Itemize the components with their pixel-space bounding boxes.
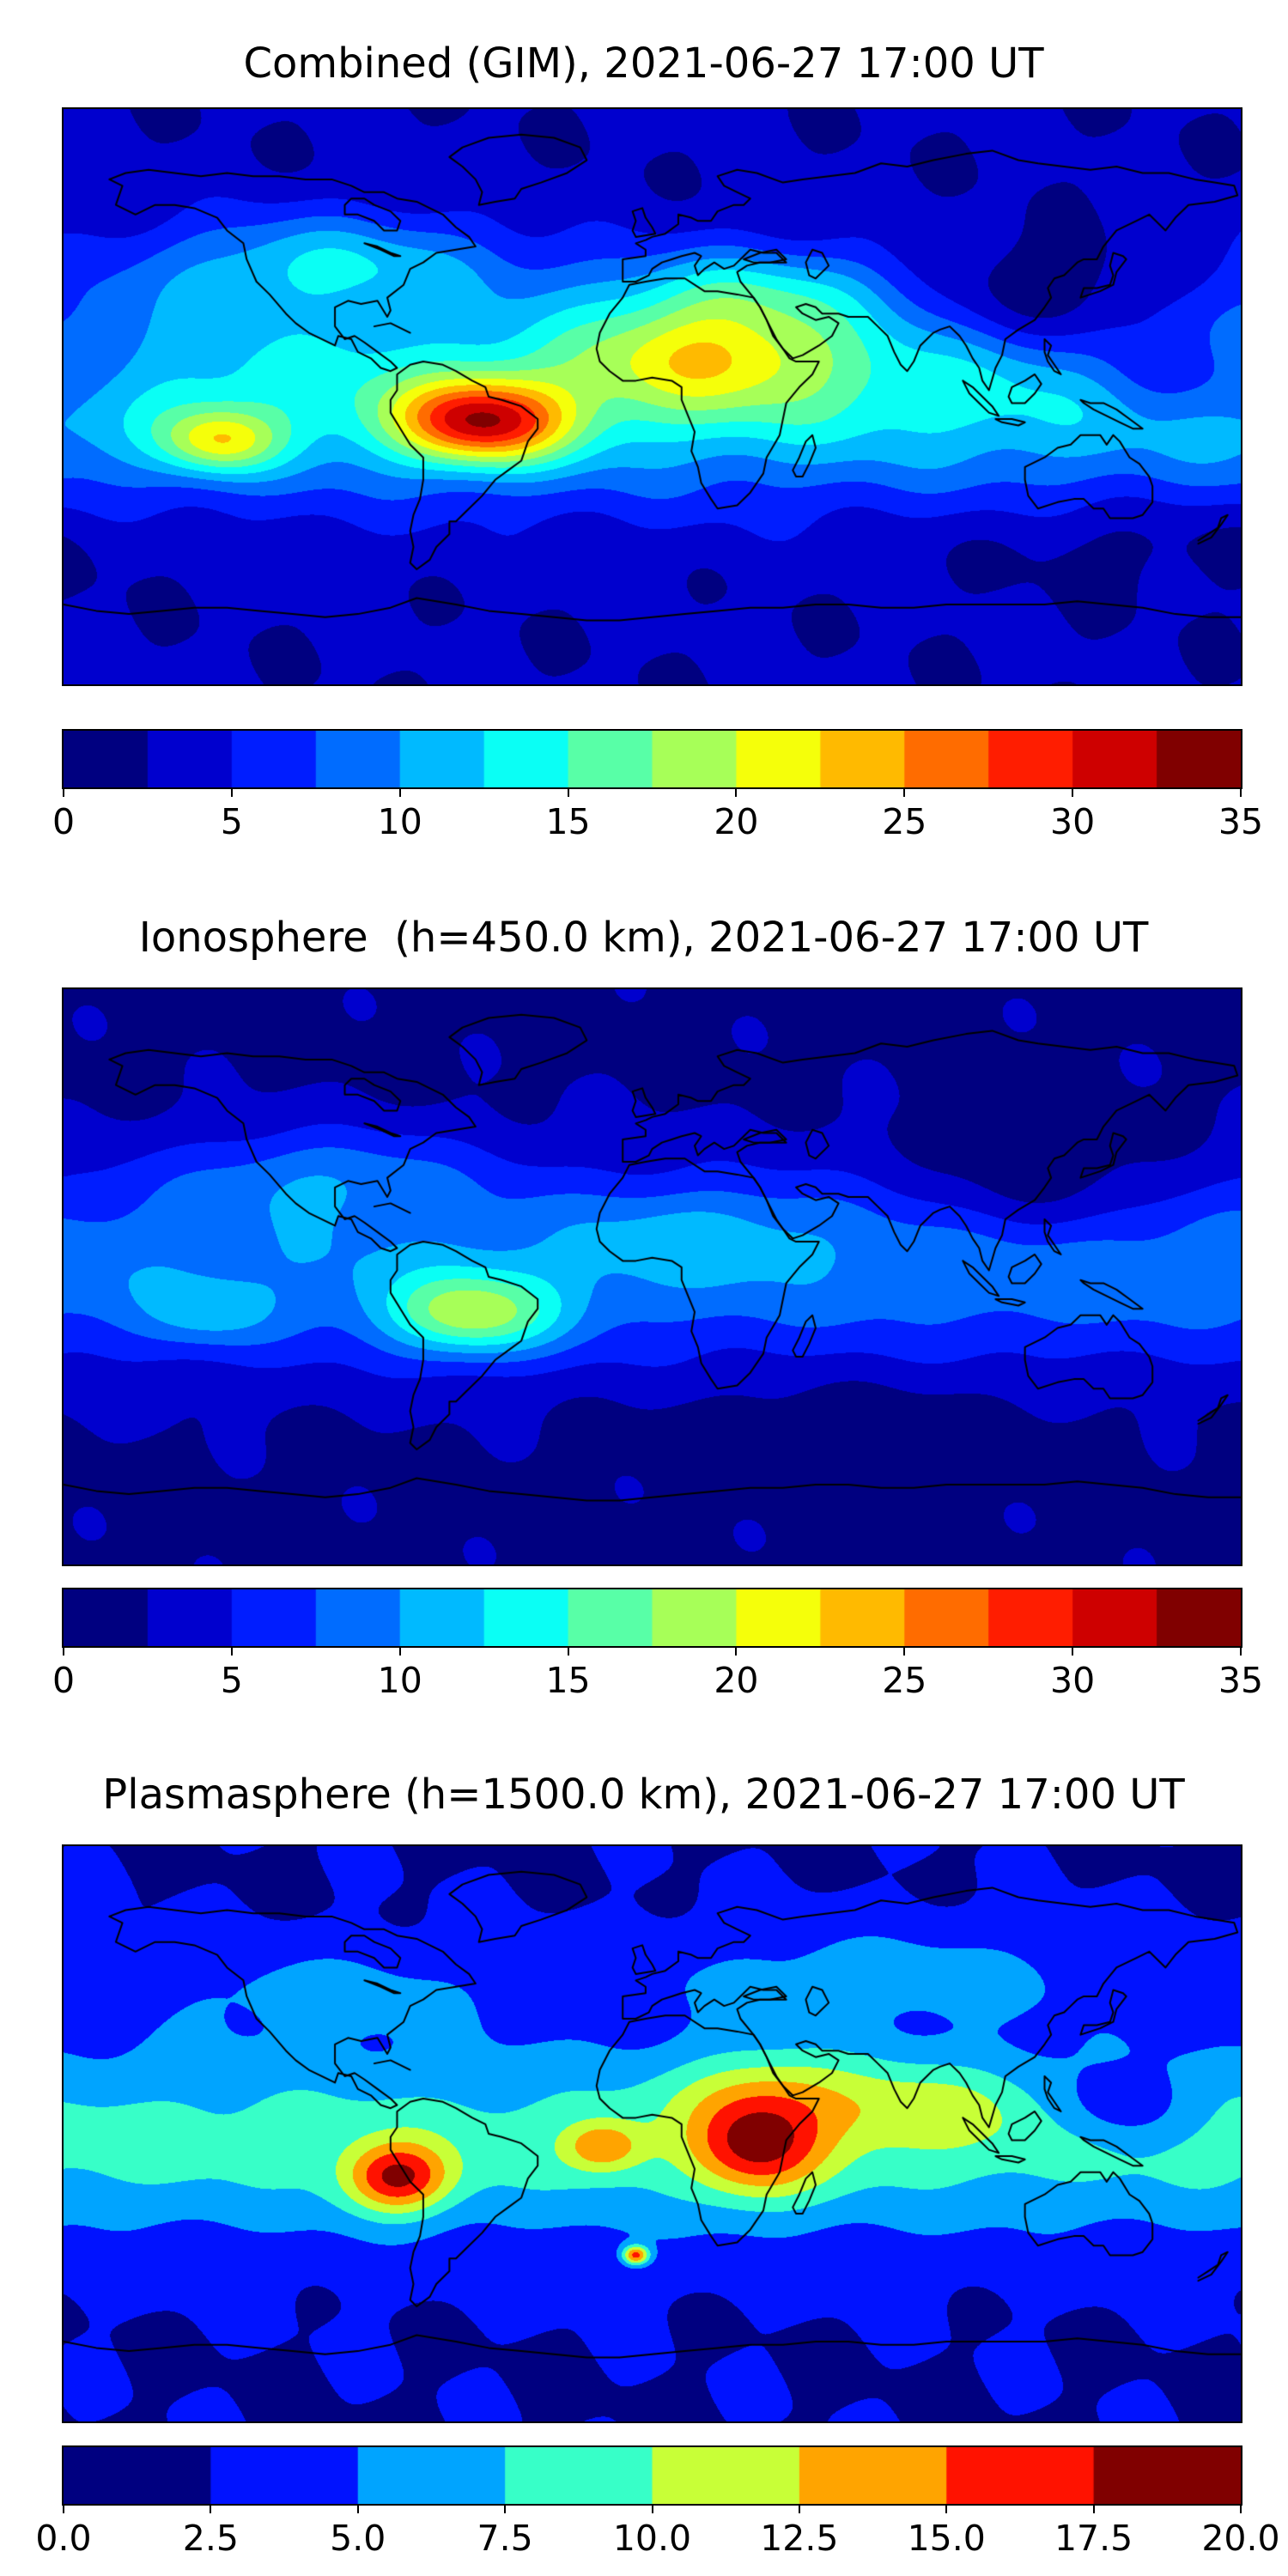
colorbar-tick xyxy=(356,2506,359,2513)
colorbar-tick-label: 35 xyxy=(1218,801,1264,842)
colorbar-tick-label: 5 xyxy=(220,801,243,842)
colorbar-tick-label: 17.5 xyxy=(1054,2518,1133,2559)
colorbar-tick xyxy=(398,789,401,797)
colorbar-tick xyxy=(63,2506,64,2513)
colorbar-tick xyxy=(567,1648,569,1656)
colorbar-tick xyxy=(735,789,738,797)
colorbar-tick xyxy=(651,2506,653,2513)
colorbar-ticks-plasmasphere xyxy=(62,2506,1242,2514)
colorbar-ticks-ionosphere xyxy=(62,1648,1242,1656)
colorbar-tick xyxy=(903,1648,906,1656)
colorbar-labels-combined: 0 5 10 15 20 25 30 35 xyxy=(52,798,1263,848)
colorbar-tick-label: 15.0 xyxy=(907,2518,986,2559)
colorbar-canvas-combined xyxy=(62,729,1242,789)
colorbar-canvas-plasmasphere xyxy=(62,2445,1242,2506)
colorbar-tick-label: 30 xyxy=(1050,801,1096,842)
colorbar-tick xyxy=(567,789,569,797)
colorbar-tick-label: 10.0 xyxy=(612,2518,692,2559)
colorbar-tick-label: 0.0 xyxy=(35,2518,92,2559)
colorbar-tick xyxy=(230,1648,233,1656)
colorbar-tick-label: 25 xyxy=(882,1660,927,1701)
colorbar-tick-label: 25 xyxy=(882,801,927,842)
map-canvas-ionosphere xyxy=(62,987,1242,1566)
colorbar-tick xyxy=(398,1648,401,1656)
colorbar-tick-label: 10 xyxy=(377,1660,422,1701)
colorbar-tick-label: 5.0 xyxy=(330,2518,386,2559)
colorbar-tick xyxy=(1240,1648,1242,1656)
colorbar-tick xyxy=(1240,789,1242,797)
colorbar-tick-label: 35 xyxy=(1218,1660,1264,1701)
colorbar-tick-label: 20.0 xyxy=(1201,2518,1280,2559)
chart-title-ionosphere: Ionosphere (h=450.0 km), 2021-06-27 17:0… xyxy=(138,914,1149,962)
colorbar-tick-label: 0 xyxy=(52,801,76,842)
colorbar-tick-label: 5 xyxy=(220,1660,243,1701)
colorbar-ticks-combined xyxy=(62,789,1242,798)
colorbar-labels-ionosphere: 0 5 10 15 20 25 30 35 xyxy=(52,1656,1263,1706)
chart-title-plasmasphere: Plasmasphere (h=1500.0 km), 2021-06-27 1… xyxy=(102,1771,1185,1819)
colorbar-tick-label: 0 xyxy=(52,1660,76,1701)
colorbar-tick-label: 10 xyxy=(377,801,422,842)
map-ionosphere xyxy=(62,987,1242,1566)
colorbar-tick xyxy=(1092,2506,1095,2513)
colorbar-tick-label: 2.5 xyxy=(182,2518,239,2559)
colorbar-tick xyxy=(798,2506,800,2513)
colorbar-tick xyxy=(210,2506,212,2513)
colorbar-ionosphere: 0 5 10 15 20 25 30 35 xyxy=(52,1588,1263,1706)
colorbar-labels-plasmasphere: 0.0 2.5 5.0 7.5 10.0 12.5 15.0 17.5 20.0 xyxy=(35,2514,1279,2564)
colorbar-tick xyxy=(903,789,906,797)
colorbar-tick xyxy=(63,789,64,797)
colorbar-tick-label: 20 xyxy=(714,1660,759,1701)
colorbar-tick xyxy=(1072,789,1074,797)
colorbar-combined: 0 5 10 15 20 25 30 35 xyxy=(52,729,1263,848)
chart-title-combined: Combined (GIM), 2021-06-27 17:00 UT xyxy=(243,39,1044,88)
colorbar-tick xyxy=(230,789,233,797)
map-combined xyxy=(62,107,1242,686)
colorbar-tick-label: 15 xyxy=(545,1660,591,1701)
colorbar-tick-label: 12.5 xyxy=(760,2518,839,2559)
colorbar-tick xyxy=(63,1648,64,1656)
colorbar-tick xyxy=(1072,1648,1074,1656)
map-plasmasphere xyxy=(62,1844,1242,2423)
colorbar-tick xyxy=(735,1648,738,1656)
colorbar-tick xyxy=(504,2506,507,2513)
colorbar-tick-label: 20 xyxy=(714,801,759,842)
colorbar-tick-label: 15 xyxy=(545,801,591,842)
colorbar-tick-label: 30 xyxy=(1050,1660,1096,1701)
colorbar-tick xyxy=(1240,2506,1242,2513)
map-canvas-combined xyxy=(62,107,1242,686)
map-canvas-plasmasphere xyxy=(62,1844,1242,2423)
colorbar-canvas-ionosphere xyxy=(62,1588,1242,1648)
colorbar-tick xyxy=(945,2506,948,2513)
colorbar-plasmasphere: 0.0 2.5 5.0 7.5 10.0 12.5 15.0 17.5 20.0 xyxy=(35,2445,1280,2564)
colorbar-tick-label: 7.5 xyxy=(477,2518,533,2559)
